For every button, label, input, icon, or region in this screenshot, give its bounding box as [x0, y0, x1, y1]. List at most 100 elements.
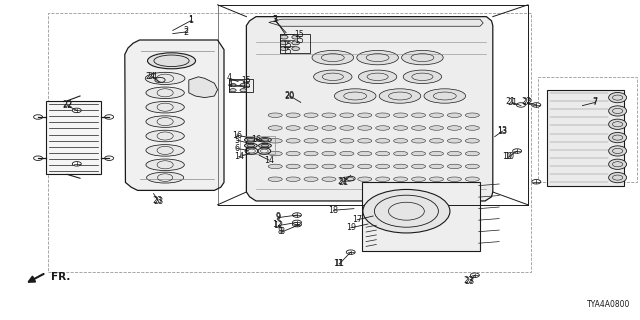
Ellipse shape [304, 113, 318, 117]
Ellipse shape [376, 139, 390, 143]
Ellipse shape [412, 151, 426, 156]
Ellipse shape [609, 92, 627, 103]
Text: 15: 15 [282, 47, 292, 56]
Ellipse shape [376, 151, 390, 156]
Ellipse shape [412, 126, 426, 130]
Text: 12: 12 [272, 220, 282, 229]
Text: 15: 15 [294, 36, 304, 44]
Circle shape [292, 35, 300, 39]
Ellipse shape [286, 164, 300, 169]
Circle shape [532, 103, 541, 107]
Ellipse shape [340, 177, 354, 181]
Text: 22: 22 [521, 97, 531, 106]
Text: 13: 13 [497, 127, 508, 136]
Text: 18: 18 [328, 206, 339, 215]
Text: 8: 8 [278, 227, 283, 236]
Text: TYA4A0800: TYA4A0800 [587, 300, 630, 309]
Ellipse shape [447, 151, 461, 156]
Ellipse shape [286, 151, 300, 156]
Ellipse shape [322, 139, 336, 143]
Text: 8: 8 [279, 228, 284, 236]
Circle shape [292, 213, 301, 217]
Text: 6: 6 [234, 144, 239, 153]
Text: 3: 3 [273, 15, 278, 24]
Text: 20: 20 [285, 91, 295, 100]
Ellipse shape [412, 113, 426, 117]
Circle shape [292, 47, 300, 51]
Ellipse shape [412, 164, 426, 169]
Text: 16: 16 [232, 131, 242, 140]
Text: 22: 22 [62, 101, 72, 110]
Ellipse shape [340, 126, 354, 130]
Ellipse shape [358, 177, 372, 181]
Ellipse shape [335, 89, 376, 103]
Circle shape [532, 180, 541, 184]
Text: 23: 23 [463, 276, 474, 285]
Text: 22: 22 [62, 100, 72, 109]
Ellipse shape [304, 151, 318, 156]
Circle shape [72, 162, 81, 166]
Polygon shape [189, 77, 218, 98]
Text: 5: 5 [234, 136, 239, 145]
Ellipse shape [259, 138, 271, 142]
Ellipse shape [447, 164, 461, 169]
Text: 21: 21 [507, 98, 517, 107]
Ellipse shape [609, 159, 627, 169]
Text: 15: 15 [241, 81, 252, 90]
Ellipse shape [394, 126, 408, 130]
Text: 4: 4 [228, 80, 233, 89]
Ellipse shape [304, 177, 318, 181]
Ellipse shape [447, 177, 461, 181]
Text: 15: 15 [294, 30, 304, 39]
Text: 14: 14 [264, 156, 274, 164]
Text: 23: 23 [152, 196, 163, 205]
Ellipse shape [376, 177, 390, 181]
Ellipse shape [376, 164, 390, 169]
Ellipse shape [247, 139, 255, 141]
Ellipse shape [146, 116, 184, 127]
Text: 21: 21 [506, 97, 516, 106]
Text: 19: 19 [346, 223, 356, 232]
Ellipse shape [304, 126, 318, 130]
Text: 10: 10 [502, 152, 513, 161]
Ellipse shape [340, 113, 354, 117]
Text: 1: 1 [188, 16, 193, 25]
Ellipse shape [286, 126, 300, 130]
Ellipse shape [147, 172, 184, 183]
Bar [47, 101, 101, 174]
Text: 7: 7 [593, 97, 598, 106]
Ellipse shape [394, 113, 408, 117]
Ellipse shape [465, 151, 479, 156]
Ellipse shape [447, 139, 461, 143]
Ellipse shape [358, 126, 372, 130]
Ellipse shape [429, 164, 444, 169]
Ellipse shape [609, 106, 627, 116]
Circle shape [72, 108, 81, 113]
Ellipse shape [358, 113, 372, 117]
Ellipse shape [146, 87, 184, 99]
Text: 2: 2 [183, 28, 188, 36]
Text: 13: 13 [497, 126, 508, 135]
Ellipse shape [314, 70, 352, 84]
Ellipse shape [247, 144, 255, 147]
Text: 9: 9 [276, 213, 281, 222]
Ellipse shape [465, 139, 479, 143]
Ellipse shape [379, 89, 421, 103]
Circle shape [470, 273, 479, 277]
Polygon shape [125, 40, 224, 190]
Ellipse shape [259, 143, 271, 148]
Text: 17: 17 [352, 215, 362, 224]
Ellipse shape [268, 151, 282, 156]
Circle shape [292, 41, 300, 45]
Text: 21: 21 [338, 178, 348, 187]
Ellipse shape [322, 164, 336, 169]
Circle shape [230, 84, 236, 87]
Ellipse shape [394, 164, 408, 169]
Text: 15: 15 [241, 76, 252, 84]
Ellipse shape [357, 51, 398, 65]
Ellipse shape [394, 177, 408, 181]
Ellipse shape [268, 113, 282, 117]
Text: 24: 24 [147, 72, 157, 81]
Ellipse shape [340, 139, 354, 143]
Ellipse shape [609, 146, 627, 156]
